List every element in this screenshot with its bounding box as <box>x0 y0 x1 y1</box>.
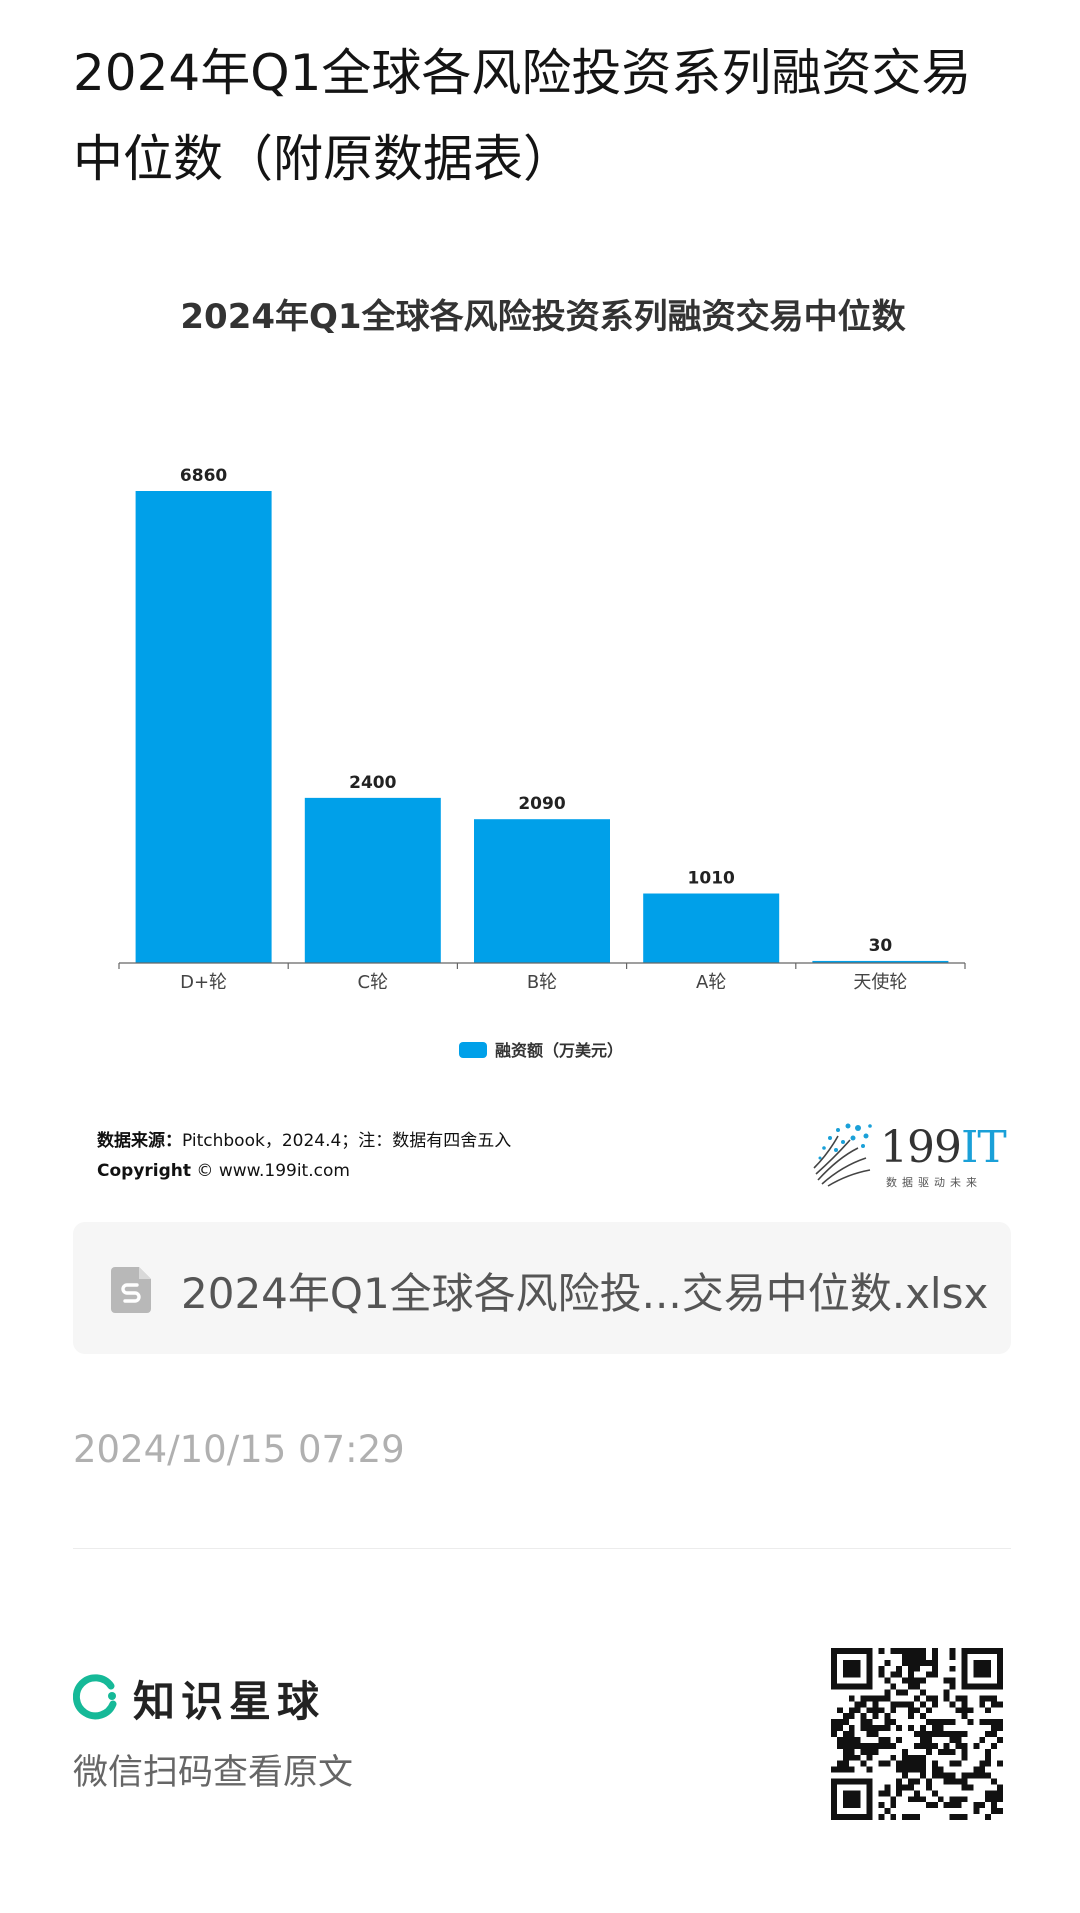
bar-value-label: 6860 <box>180 466 227 486</box>
legend-label: 融资额（万美元） <box>495 1041 623 1060</box>
legend-swatch <box>459 1042 487 1058</box>
bar-value-label: 2400 <box>349 773 396 793</box>
bar-value-label: 2090 <box>518 794 565 814</box>
dandelion-logo-icon <box>813 1123 872 1187</box>
copyright-label: Copyright <box>97 1161 192 1181</box>
bar-3 <box>643 893 780 963</box>
zsxq-logo-icon <box>73 1674 117 1720</box>
bar-0 <box>135 491 272 963</box>
chart-title: 2024年Q1全球各风险投资系列融资交易中位数 <box>180 297 905 337</box>
category-label: C轮 <box>358 972 389 993</box>
divider <box>73 1548 1011 1549</box>
bar-1 <box>304 797 441 963</box>
spreadsheet-file-icon <box>111 1267 151 1313</box>
chart-legend: 融资额（万美元） <box>459 1041 623 1060</box>
bar-chart: 2024年Q1全球各风险投资系列融资交易中位数 6860 2400 2090 1010… <box>73 280 1013 1100</box>
brand-name: 知识星球 <box>133 1677 326 1726</box>
category-label: 天使轮 <box>853 972 907 993</box>
logo-199it: 199IT 数据驱动未来 <box>808 1118 1008 1189</box>
file-name[interactable]: 2024年Q1全球各风险投...交易中位数.xlsx <box>181 1269 989 1318</box>
category-label: D+轮 <box>180 972 227 993</box>
qr-code-icon[interactable] <box>831 1648 1003 1820</box>
source-text: Pitchbook，2024.4；注：数据有四舍五入 <box>182 1131 512 1151</box>
chart-svg: 2024年Q1全球各风险投资系列融资交易中位数 6860 2400 2090 1010… <box>118 297 966 1060</box>
bar-4 <box>812 960 949 963</box>
post-timestamp: 2024/10/15 07:29 <box>73 1428 405 1471</box>
data-source-note: 数据来源：Pitchbook，2024.4；注：数据有四舍五入 Copyrigh… <box>97 1126 511 1186</box>
logo-wordmark: 199IT <box>880 1122 1007 1173</box>
page-title: 2024年Q1全球各风险投资系列融资交易中位数（附原数据表） <box>73 44 972 188</box>
attachment-file-card[interactable]: 2024年Q1全球各风险投...交易中位数.xlsx <box>73 1222 1011 1354</box>
bar-value-label: 1010 <box>688 869 735 889</box>
bar-2 <box>474 819 610 963</box>
scan-hint: 微信扫码查看原文 <box>73 1753 354 1793</box>
zsxq-brand: 知识星球 <box>73 1668 373 1728</box>
logo-slogan: 数据驱动未来 <box>886 1176 982 1189</box>
bar-value-label: 30 <box>869 936 893 956</box>
category-label: A轮 <box>696 972 726 993</box>
source-label: 数据来源： <box>97 1131 182 1151</box>
category-label: B轮 <box>527 972 557 993</box>
copyright-text: © www.199it.com <box>196 1161 350 1181</box>
